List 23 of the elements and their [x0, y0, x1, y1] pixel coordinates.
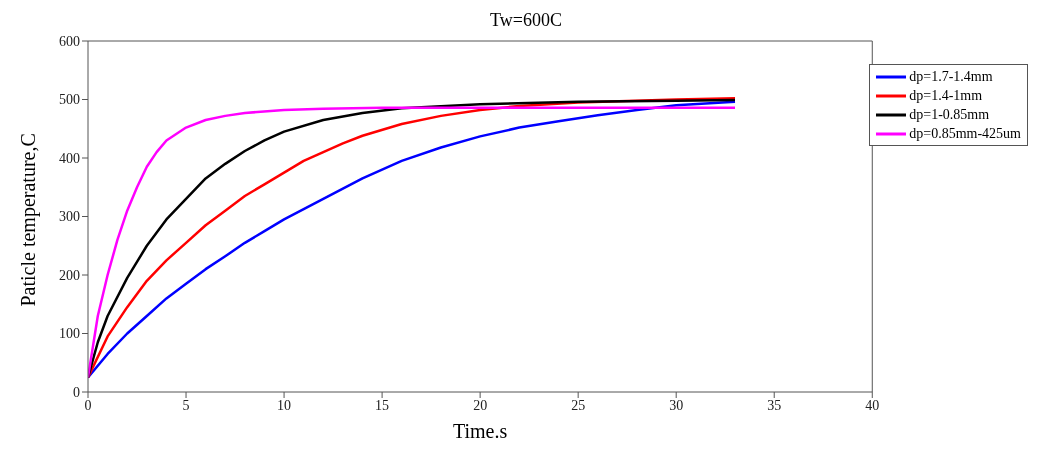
legend-label: dp=1-0.85mm: [909, 106, 990, 123]
y-tick-label: 100: [59, 326, 80, 342]
y-axis-title: Paticle temperature,C: [17, 133, 41, 307]
x-tick-label: 25: [571, 397, 586, 413]
y-tick-label: 500: [59, 92, 80, 108]
x-tick-label: 5: [182, 397, 190, 413]
x-tick-label: 40: [865, 397, 880, 413]
legend-label: dp=1.7-1.4mm: [909, 68, 993, 85]
chart-title: Tw=600C: [489, 9, 563, 32]
x-tick-label: 35: [767, 397, 782, 413]
x-tick-label: 10: [277, 397, 292, 413]
y-tick-label: 400: [59, 150, 80, 166]
legend-label: dp=1.4-1mm: [909, 87, 983, 104]
y-tick-label: 300: [59, 209, 80, 225]
x-tick-label: 0: [84, 397, 92, 413]
x-tick-label: 30: [669, 397, 684, 413]
x-tick-label: 15: [375, 397, 390, 413]
y-tick-label: 200: [59, 267, 80, 283]
y-tick-label: 0: [73, 384, 80, 400]
x-axis-title: Time.s: [452, 420, 508, 442]
y-tick-label: 600: [59, 33, 80, 49]
x-tick-label: 20: [473, 397, 488, 413]
legend-label: dp=0.85mm-425um: [909, 125, 1021, 142]
